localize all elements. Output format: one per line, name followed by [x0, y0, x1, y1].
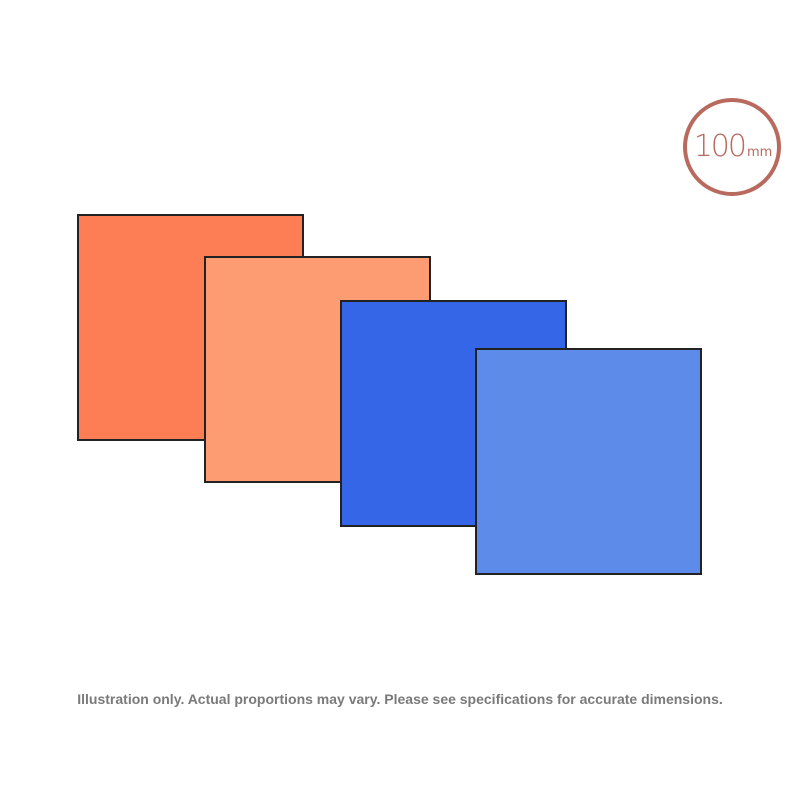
disclaimer-text: Illustration only. Actual proportions ma… — [77, 691, 723, 707]
size-badge-text: 100 mm — [694, 129, 773, 164]
size-badge-unit: mm — [746, 144, 773, 160]
size-badge-value: 100 — [693, 128, 747, 164]
color-swatch-4 — [475, 348, 702, 575]
size-badge: 100 mm — [683, 98, 781, 196]
